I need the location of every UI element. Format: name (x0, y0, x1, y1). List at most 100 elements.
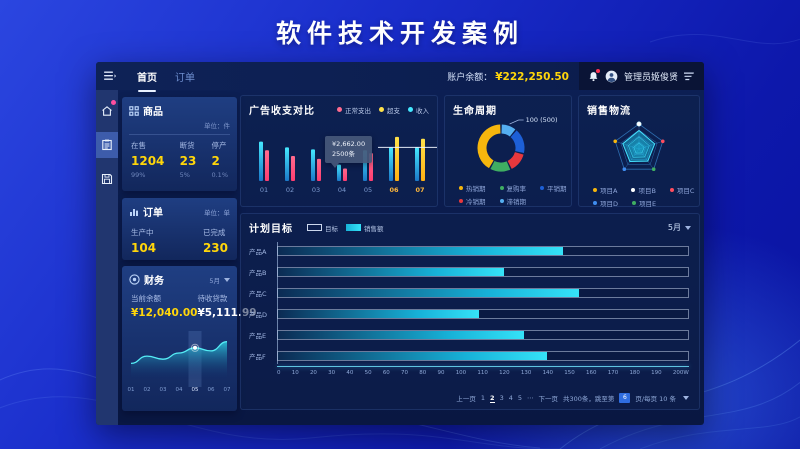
stat-label: 已完成 (202, 228, 226, 237)
plan-period-select[interactable]: 5月 (668, 222, 691, 233)
x-tick: 0 (277, 370, 281, 376)
svg-text:04: 04 (338, 186, 346, 194)
stat-percent: 99% (131, 171, 146, 179)
legend-label: 销售额 (364, 224, 384, 233)
svg-text:05: 05 (192, 387, 199, 393)
sidebar-item-save-icon[interactable] (96, 166, 118, 192)
plan-row: 产品D (249, 303, 689, 324)
pagination-page[interactable]: ⋯ (526, 394, 534, 402)
legend-dot-icon (632, 201, 637, 205)
legend-label: 项目E (639, 200, 657, 208)
legend-item: 项目A (593, 185, 617, 195)
coin-icon (129, 274, 140, 285)
plan-row: 产品A (249, 240, 689, 261)
pagination-total: 共300条，跳至第 (562, 395, 615, 403)
pagination-next[interactable]: 下一页 (538, 395, 558, 403)
hamburger-menu-icon[interactable] (104, 71, 116, 81)
svg-text:06: 06 (389, 186, 399, 194)
legend-item: 目标 (307, 223, 338, 233)
svg-text:06: 06 (208, 387, 215, 393)
legend-label: 滞销期 (506, 198, 527, 206)
x-tick: 80 (419, 370, 427, 376)
pagination-page[interactable]: 5 (517, 394, 522, 402)
logistics-radar-chart (613, 121, 665, 172)
pagination-prev[interactable]: 上一页 (456, 395, 476, 403)
target-bar (277, 329, 689, 340)
bar-chart-icon (129, 207, 139, 217)
finance-card: 财务 5月 当前余额 ¥12,040.00 待收贷款 ¥5,111.99 01 02 03… (122, 266, 257, 411)
legend-item: 项目C (669, 185, 694, 195)
stat-label: 当前余额 (131, 294, 161, 303)
x-tick: 20 (309, 370, 317, 376)
plan-period-value: 5月 (667, 223, 681, 232)
legend-row: 项目D 项目E (593, 198, 699, 208)
legend-label: 超支 (387, 106, 400, 115)
target-bar (277, 266, 689, 277)
sidebar-item-home-icon[interactable] (96, 98, 118, 124)
chart-tooltip: ¥2,662.00 2500条 (325, 136, 373, 168)
stat-value: 1204 (131, 154, 165, 168)
logistics-legend: 项目A 项目B 项目C 项目D 项目E (579, 183, 699, 208)
tab-订单[interactable]: 订单 (175, 72, 195, 84)
legend-label: 项目D (600, 200, 619, 208)
page-title: 软件技术开发案例 (275, 19, 524, 48)
target-bar (277, 308, 689, 319)
app-topbar: 首页 订单 账户余额： ¥222,250.50 管理员姬俊贤 (96, 62, 704, 92)
stat-value: 2 (211, 154, 220, 168)
legend-row: 项目A 项目B 项目C (593, 185, 699, 195)
notification-badge (595, 68, 600, 73)
plan-row: 产品E (249, 324, 689, 345)
plan-y-axis (277, 242, 278, 364)
sales-bar (278, 288, 580, 297)
finance-period-select[interactable]: 5月 (209, 275, 230, 285)
pagination-page[interactable]: 4 (508, 394, 513, 402)
legend-item: 收入 (408, 105, 429, 115)
home-icon (101, 105, 113, 117)
pagination-page[interactable]: 1 (480, 394, 486, 402)
legend-label: 项目B (638, 187, 656, 195)
filter-icon[interactable] (684, 72, 695, 81)
page-jump-input[interactable]: 6 (619, 393, 631, 403)
svg-text:01: 01 (260, 186, 268, 194)
plan-row: 产品B (249, 261, 689, 282)
svg-text:03: 03 (312, 186, 320, 194)
legend-item: 项目E (632, 198, 656, 208)
x-tick: 40 (346, 370, 354, 376)
avatar[interactable] (605, 70, 618, 83)
plan-row-label: 产品A (249, 247, 267, 256)
finance-period-value: 5月 (209, 276, 220, 285)
legend-label: 复购率 (506, 185, 527, 193)
svg-text:100 (500): 100 (500) (526, 117, 558, 124)
orders-stats: 生产中 104 已完成 230 (122, 219, 237, 261)
legend-dot-icon (631, 188, 636, 192)
legend-dot-icon (593, 188, 597, 192)
pagination-page[interactable]: 2 (490, 393, 495, 403)
plan-x-axis (277, 366, 689, 367)
x-tick: 90 (437, 370, 445, 376)
notification-bell-icon[interactable] (588, 68, 600, 82)
legend-label: 目标 (325, 224, 338, 233)
legend-swatch-icon (346, 224, 361, 231)
stat-value: 23 (179, 154, 197, 168)
tab-首页[interactable]: 首页 (137, 69, 157, 92)
x-tick: 30 (328, 370, 336, 376)
legend-dot-icon (337, 107, 342, 112)
legend-item: 复购率 (499, 183, 527, 193)
clipboard-icon (101, 139, 113, 151)
dashboard-window: 首页 订单 账户余额： ¥222,250.50 管理员姬俊贤 (96, 62, 704, 425)
chevron-down-icon (683, 396, 689, 400)
pagination-page[interactable]: 3 (499, 394, 504, 402)
tooltip-line: ¥2,662.00 (332, 140, 366, 148)
legend-dot-icon (379, 107, 384, 112)
orders-card: 订单 单位：单 生产中 104 已完成 230 (122, 198, 237, 260)
legend-item: 平销期 (540, 183, 567, 193)
x-tick: 60 (382, 370, 390, 376)
nav-tabs: 首页 订单 (128, 62, 204, 92)
legend-item: 滞销期 (499, 196, 527, 206)
logistics-panel: 销售物流 项目A 项目B 项目C 项目D 项目E (578, 95, 700, 208)
sidebar-item-clipboard-icon[interactable] (96, 132, 118, 158)
legend-dot-icon (593, 201, 597, 205)
legend-swatch-icon (307, 224, 322, 231)
sales-bar (278, 267, 504, 276)
